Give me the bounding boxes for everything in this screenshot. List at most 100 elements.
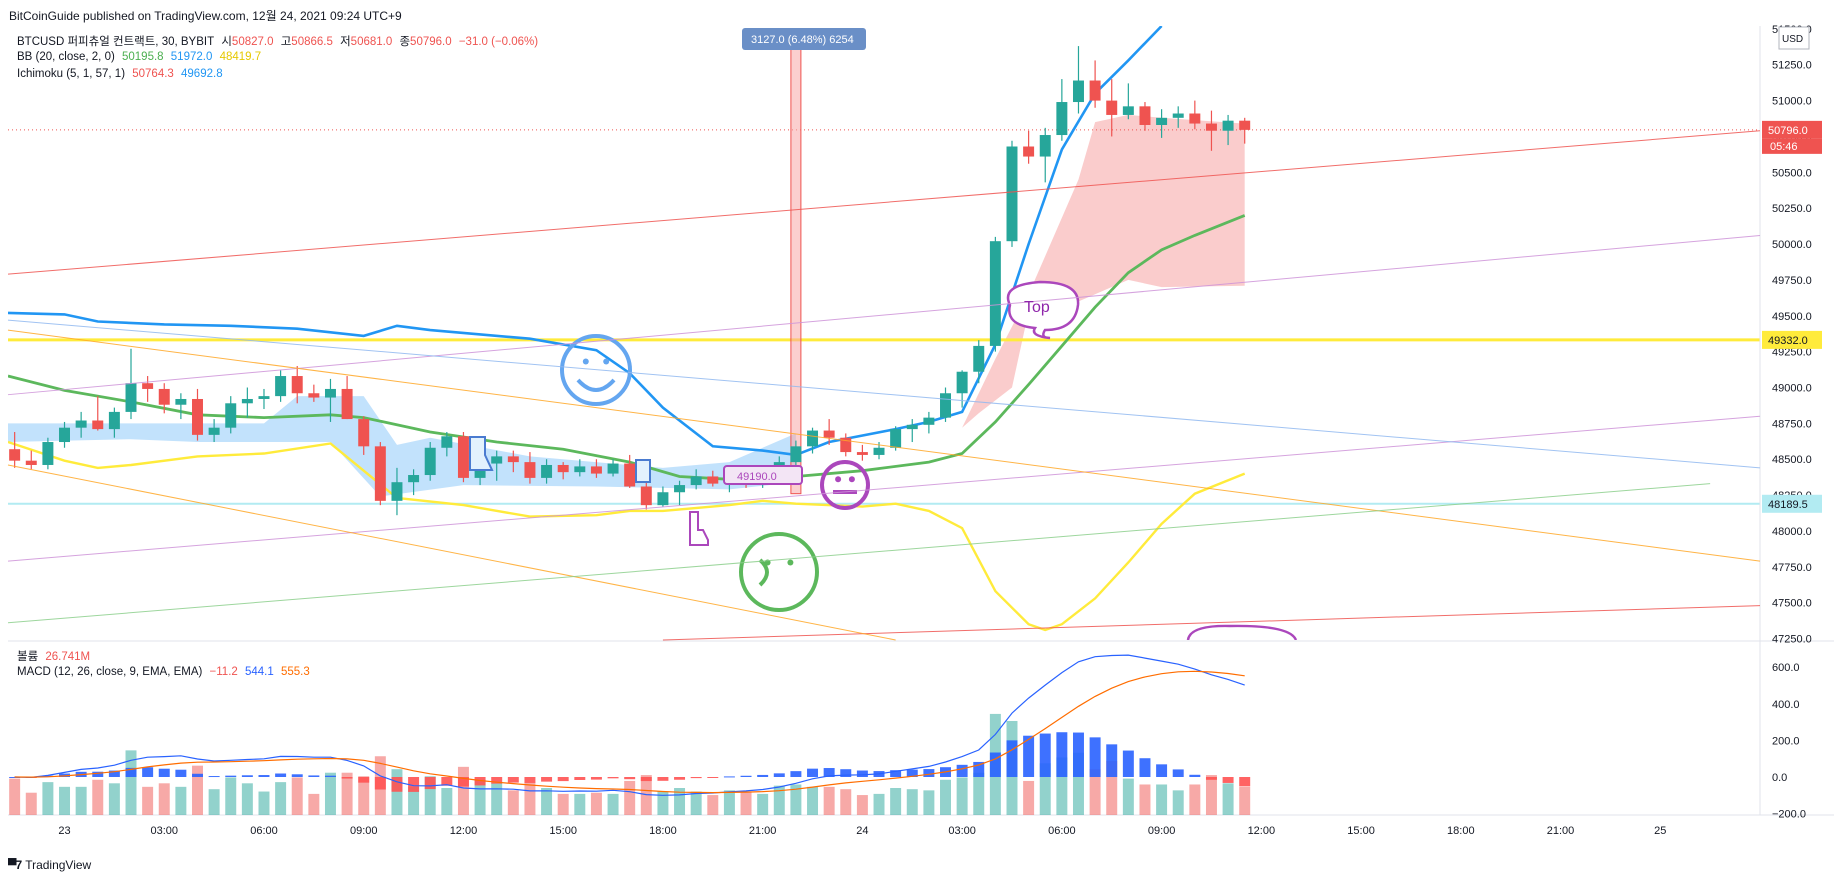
volume-bar-67 [1122,778,1134,815]
smiley-blue-icon-face [560,334,632,406]
macd-hist-8 [142,767,154,777]
volume-bar-36 [607,793,619,815]
level-cyan-tag: 48189.5 [1768,499,1808,511]
volume-bar-45 [757,793,769,815]
macd-hist-51 [856,770,868,777]
candle-body-52 [873,447,885,455]
trendline-orange-lower [7,464,896,641]
candle-body-72 [1205,123,1217,131]
candle-body-71 [1189,113,1201,124]
last-price-tag: 50796.0 [1768,125,1808,137]
smiley-blue-icon [560,334,632,406]
volume-bar-24 [408,786,420,815]
macd-hist-37 [624,777,636,780]
macd-hist-60 [1006,740,1018,777]
price-tick-4: 50500.0 [1772,167,1812,179]
time-tick-13: 15:00 [1347,825,1375,837]
trendline-purple-lower [7,415,1761,562]
candle-body-50 [840,437,852,453]
last-price-tag-bg [1762,120,1822,139]
bb-lower-band [8,440,1246,632]
kumo-cloud-red [962,114,1245,428]
level-yellow-tag-bg [1762,330,1822,349]
smiley-green-icon-mouth [758,558,769,587]
macd-hist-34 [574,777,586,780]
symbol-name: BTCUSD 퍼피츄얼 컨트랙트, 30, BYBIT [17,36,215,48]
neutral-face-icon [820,460,870,510]
candle-body-62 [1039,135,1051,157]
candle-body-42 [707,476,719,484]
smiley-blue-icon-mouth [576,378,616,392]
volume-bar-66 [1106,760,1118,815]
time-tick-2: 06:00 [250,825,278,837]
macd-hist-61 [1023,735,1035,777]
volume-bar-57 [956,777,968,815]
volume-bar-56 [940,779,951,815]
macd-hist-65 [1089,737,1101,777]
candle-body-8 [142,383,154,389]
candle-body-30 [507,456,519,463]
price-tick-14: 48000.0 [1772,526,1812,538]
volume-bar-28 [474,779,486,815]
currency-box [1778,26,1810,50]
time-tick-6: 18:00 [649,825,677,837]
volume-bar-23 [391,769,403,815]
smiley-green-icon [739,532,819,612]
macd-hist-40 [674,777,686,780]
volume-bar-9 [158,783,170,815]
macd-hist-68 [1139,758,1151,777]
volume-bar-49 [823,786,835,815]
macd-hist-64 [1072,732,1084,777]
volume-bar-62 [1039,763,1051,815]
volume-legend: 볼륨 26.741M [17,651,91,663]
macd-hist-72 [1205,777,1217,780]
trendline-purple-upper [7,234,1761,396]
macd-hist-20 [341,777,353,779]
candle-body-57 [956,371,968,394]
time-tick-0: 23 [58,825,70,837]
volume-bar-44 [740,791,752,815]
price-tick-2: 51000.0 [1772,96,1812,108]
volume-bar-54 [906,789,918,815]
volume-bar-2 [42,782,54,815]
volume-bar-13 [225,777,237,815]
candle-body-33 [557,464,569,473]
candle-body-23 [391,482,403,501]
macd-hist-44 [740,775,752,777]
measure-range-bar [790,48,802,495]
volume-bar-70 [1172,790,1184,815]
candle-body-54 [906,424,918,430]
candle-body-13 [225,403,237,428]
candle-body-21 [358,419,370,447]
macd-hist-42 [707,777,719,778]
candle-body-49 [823,430,835,438]
pointing-hand-icon [689,511,709,546]
neutral-face-icon-eye-r [848,476,855,483]
volume-bar-64 [1072,752,1084,815]
candle-body-63 [1056,102,1068,136]
macd-hist-71 [1189,774,1201,777]
time-tick-14: 18:00 [1447,825,1475,837]
footer-brand[interactable]: ▀7 TradingView [8,858,92,872]
currency-label: USD [1782,34,1803,45]
macd-line [14,654,1245,796]
candle-body-0 [9,449,21,461]
volume-bar-31 [524,782,536,815]
candle-body-27 [457,436,469,478]
candle-body-67 [1122,106,1134,115]
neutral-face-icon-face [820,460,870,510]
macd-legend: MACD (12, 26, close, 9, EMA, EMA) −11.2 … [17,666,310,678]
macd-hist-29 [491,777,503,784]
trendline-green [7,483,1711,624]
volume-bar-42 [707,795,719,815]
candle-body-51 [856,452,868,455]
macd-hist-48 [807,768,819,777]
macd-hist-22 [374,777,386,790]
candle-body-59 [989,241,1001,346]
candle-body-39 [657,492,669,506]
macd-hist-49 [823,768,835,777]
trendline-orange-upper [7,329,1761,562]
macd-hist-41 [690,777,702,779]
volume-bar-51 [856,795,868,815]
